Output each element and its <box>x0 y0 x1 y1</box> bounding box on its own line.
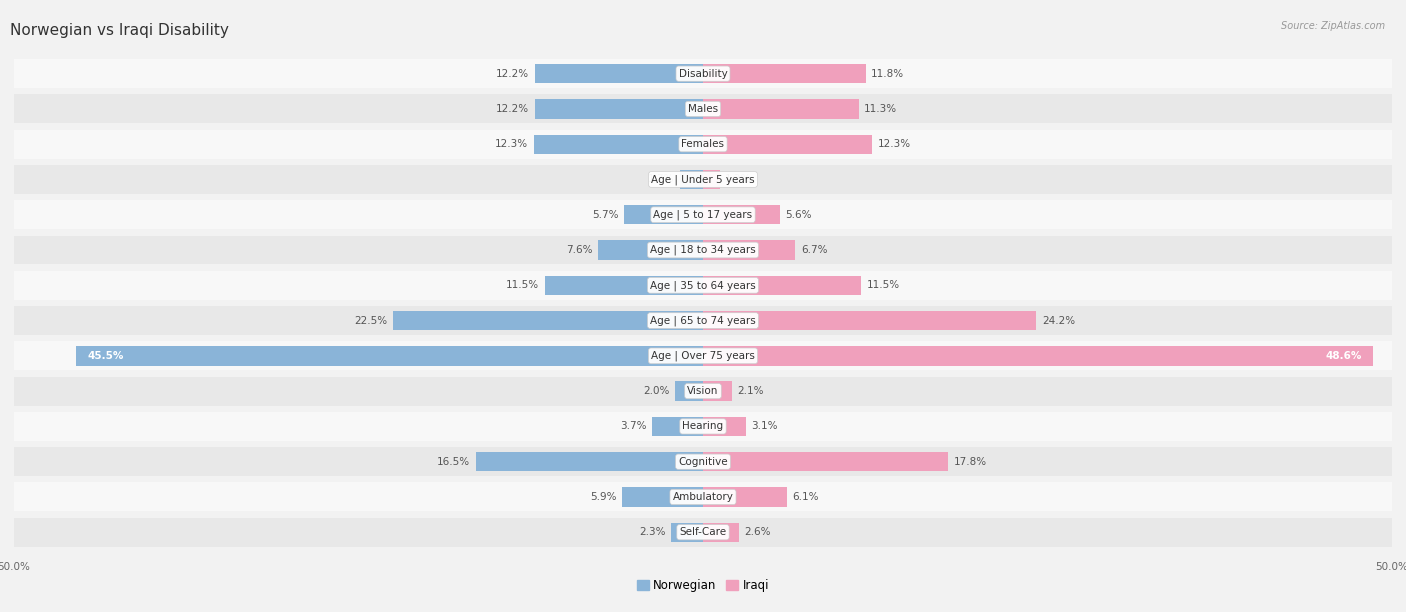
Text: Hearing: Hearing <box>682 422 724 431</box>
Bar <box>14 447 1392 476</box>
Bar <box>675 381 703 401</box>
Text: 24.2%: 24.2% <box>1042 316 1076 326</box>
Bar <box>599 241 703 259</box>
Bar <box>703 275 862 295</box>
Text: Age | 5 to 17 years: Age | 5 to 17 years <box>654 209 752 220</box>
Bar <box>703 381 733 401</box>
Text: 16.5%: 16.5% <box>437 457 470 467</box>
Bar <box>621 487 703 507</box>
Bar <box>703 135 873 154</box>
Text: Self-Care: Self-Care <box>679 527 727 537</box>
Bar <box>533 135 703 154</box>
Text: 12.2%: 12.2% <box>496 69 530 79</box>
Text: 11.5%: 11.5% <box>506 280 538 290</box>
Text: 2.0%: 2.0% <box>644 386 669 396</box>
Text: Age | 35 to 64 years: Age | 35 to 64 years <box>650 280 756 291</box>
Text: Age | 65 to 74 years: Age | 65 to 74 years <box>650 315 756 326</box>
Bar <box>392 311 703 330</box>
Bar <box>703 241 796 259</box>
Text: 12.3%: 12.3% <box>495 139 529 149</box>
Text: 2.3%: 2.3% <box>640 527 666 537</box>
Bar <box>703 205 780 225</box>
Text: 22.5%: 22.5% <box>354 316 388 326</box>
Text: Age | 18 to 34 years: Age | 18 to 34 years <box>650 245 756 255</box>
Text: 5.7%: 5.7% <box>592 210 619 220</box>
Text: 5.9%: 5.9% <box>589 492 616 502</box>
Legend: Norwegian, Iraqi: Norwegian, Iraqi <box>633 574 773 597</box>
Bar <box>544 275 703 295</box>
Bar <box>652 417 703 436</box>
Bar <box>14 59 1392 88</box>
Bar <box>475 452 703 471</box>
Text: Age | Under 5 years: Age | Under 5 years <box>651 174 755 185</box>
Bar <box>14 94 1392 124</box>
Text: Cognitive: Cognitive <box>678 457 728 467</box>
Bar <box>14 306 1392 335</box>
Bar <box>703 523 738 542</box>
Text: Source: ZipAtlas.com: Source: ZipAtlas.com <box>1281 21 1385 31</box>
Bar <box>14 341 1392 370</box>
Bar <box>14 412 1392 441</box>
Text: 12.3%: 12.3% <box>877 139 911 149</box>
Text: 2.1%: 2.1% <box>738 386 763 396</box>
Text: 5.6%: 5.6% <box>786 210 813 220</box>
Text: 3.1%: 3.1% <box>751 422 778 431</box>
Text: 6.1%: 6.1% <box>793 492 820 502</box>
Text: 6.7%: 6.7% <box>801 245 827 255</box>
Text: Norwegian vs Iraqi Disability: Norwegian vs Iraqi Disability <box>10 23 229 38</box>
Text: 45.5%: 45.5% <box>87 351 124 361</box>
Bar <box>703 64 866 83</box>
Bar <box>703 311 1036 330</box>
Text: 3.7%: 3.7% <box>620 422 647 431</box>
Bar <box>703 346 1372 365</box>
Bar <box>14 482 1392 512</box>
Text: 1.2%: 1.2% <box>725 174 752 184</box>
Text: 11.8%: 11.8% <box>872 69 904 79</box>
Text: Males: Males <box>688 104 718 114</box>
Bar <box>703 487 787 507</box>
Text: 1.7%: 1.7% <box>648 174 673 184</box>
Bar <box>14 165 1392 194</box>
Text: Age | Over 75 years: Age | Over 75 years <box>651 351 755 361</box>
Bar <box>14 236 1392 264</box>
Text: 17.8%: 17.8% <box>953 457 987 467</box>
Bar <box>14 271 1392 300</box>
Text: Females: Females <box>682 139 724 149</box>
Text: 2.6%: 2.6% <box>744 527 770 537</box>
Text: 48.6%: 48.6% <box>1326 351 1361 361</box>
Text: Ambulatory: Ambulatory <box>672 492 734 502</box>
Text: Vision: Vision <box>688 386 718 396</box>
Bar <box>624 205 703 225</box>
Text: 12.2%: 12.2% <box>496 104 530 114</box>
Text: 11.3%: 11.3% <box>865 104 897 114</box>
Bar <box>679 170 703 189</box>
Bar <box>14 130 1392 159</box>
Bar <box>534 99 703 119</box>
Text: 7.6%: 7.6% <box>567 245 593 255</box>
Bar <box>14 200 1392 230</box>
Bar <box>703 417 745 436</box>
Bar <box>534 64 703 83</box>
Bar <box>14 376 1392 406</box>
Bar <box>703 170 720 189</box>
Bar <box>703 99 859 119</box>
Bar <box>76 346 703 365</box>
Text: Disability: Disability <box>679 69 727 79</box>
Bar <box>671 523 703 542</box>
Bar <box>14 518 1392 547</box>
Text: 11.5%: 11.5% <box>868 280 900 290</box>
Bar <box>703 452 948 471</box>
